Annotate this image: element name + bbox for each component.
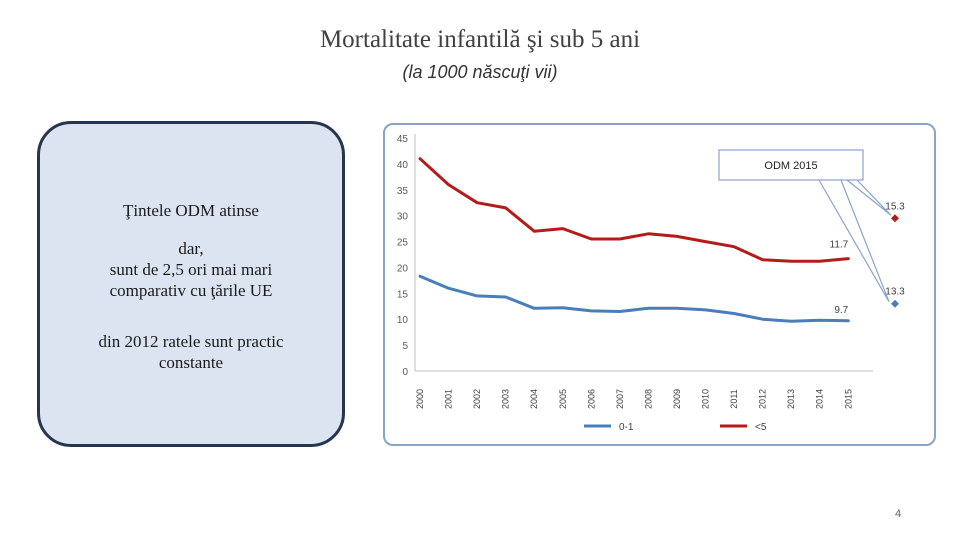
mortality-line-chart: 0 5 10 15 20 25 30 35 40 45 2000 2001 2002 2003 2004 20… (397, 134, 905, 433)
y-tick-label: 25 (397, 238, 409, 249)
callout-line-targets: Ţintele ODM atinse (123, 201, 259, 220)
y-tick-label: 35 (397, 186, 409, 197)
y-tick-label: 15 (397, 289, 409, 300)
y-tick-label: 5 (402, 341, 408, 352)
annotation-label: ODM 2015 (764, 160, 817, 172)
callout-line-ratio: sunt de 2,5 ori mai mari (109, 260, 273, 279)
x-tick-label: 2013 (786, 389, 796, 409)
x-tick-label: 2006 (586, 389, 596, 409)
annotation-pointer (818, 179, 890, 302)
slide-title: Mortalitate infantilă şi sub 5 ani (319, 26, 641, 53)
callout-line-since-2012: din 2012 ratele sunt practic (98, 332, 284, 351)
y-tick-label: 10 (397, 315, 409, 326)
x-tick-label: 2005 (558, 389, 568, 409)
x-tick-label: 2000 (415, 389, 425, 409)
y-tick-label: 0 (402, 367, 408, 378)
x-tick-label: 2015 (843, 389, 853, 409)
page-number: 4 (895, 508, 902, 520)
series-end-label: 11.7 (830, 240, 849, 251)
x-tick-label: 2004 (529, 389, 539, 409)
x-tick-label: 2007 (615, 389, 625, 409)
x-tick-label: 2001 (444, 389, 454, 409)
x-tick-label: 2003 (501, 389, 511, 409)
x-tick-label: 2011 (729, 389, 739, 408)
x-tick-label: 2008 (643, 389, 653, 409)
x-tick-label: 2002 (472, 389, 482, 409)
slide-subtitle: (la 1000 născuţi vii) (402, 62, 558, 82)
x-tick-label: 2009 (672, 389, 682, 409)
target-label: 15.3 (885, 201, 905, 212)
y-tick-label: 30 (397, 212, 409, 223)
annotation-box (718, 149, 864, 181)
series-line-infant (418, 274, 850, 323)
summary-callout: Ţintele ODM atinse dar, sunt de 2,5 ori … (37, 121, 345, 447)
legend-label: <5 (755, 422, 767, 433)
x-tick-label: 2010 (701, 389, 711, 409)
callout-line-constant: constante (158, 353, 224, 372)
legend-label: 0-1 (619, 422, 634, 433)
callout-line-but: dar, (178, 239, 204, 258)
target-label: 13.3 (885, 287, 905, 298)
target-marker (891, 299, 899, 308)
series-line-under5 (418, 157, 850, 263)
y-tick-label: 20 (397, 263, 409, 274)
y-tick-label: 40 (397, 160, 409, 171)
series-end-label: 9.7 (834, 305, 848, 316)
y-tick-label: 45 (397, 134, 409, 145)
target-marker (891, 214, 899, 223)
callout-line-eu: comparativ cu ţările UE (109, 281, 273, 300)
annotation-pointer (846, 179, 892, 216)
x-tick-label: 2014 (815, 389, 825, 409)
x-tick-label: 2012 (758, 389, 768, 409)
